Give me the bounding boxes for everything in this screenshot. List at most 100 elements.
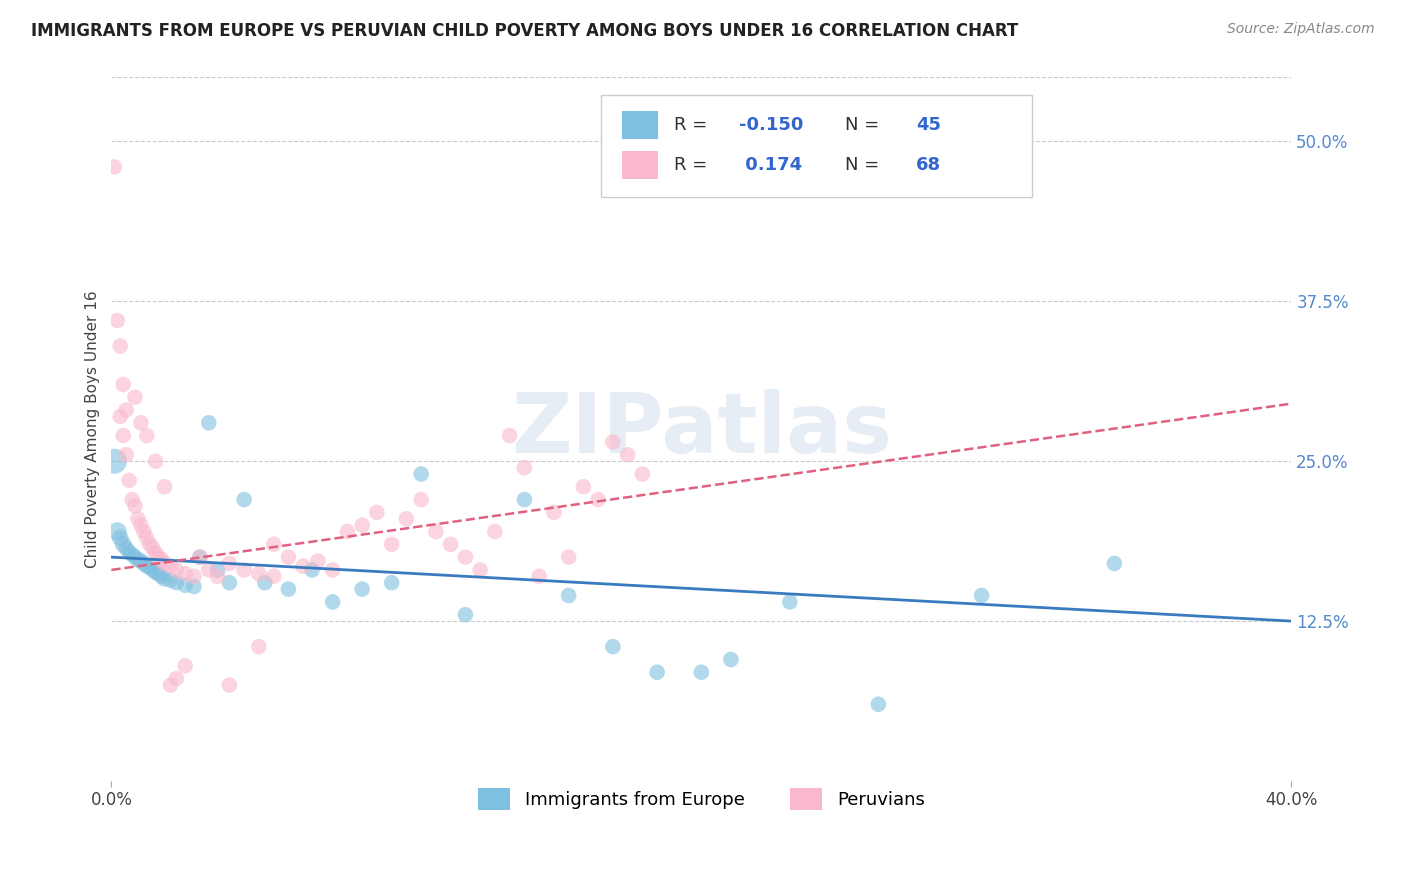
Text: N =: N = xyxy=(845,116,886,134)
Text: Source: ZipAtlas.com: Source: ZipAtlas.com xyxy=(1227,22,1375,37)
Point xyxy=(183,580,205,594)
Point xyxy=(557,589,579,603)
Point xyxy=(115,403,138,417)
Point xyxy=(112,377,135,392)
Point xyxy=(159,678,181,692)
Point xyxy=(135,531,157,545)
Point xyxy=(135,559,157,574)
Point xyxy=(498,428,520,442)
Point xyxy=(124,390,146,404)
Point xyxy=(513,492,536,507)
Point xyxy=(148,566,170,581)
Point xyxy=(165,563,187,577)
Point xyxy=(127,552,149,566)
Text: IMMIGRANTS FROM EUROPE VS PERUVIAN CHILD POVERTY AMONG BOYS UNDER 16 CORRELATION: IMMIGRANTS FROM EUROPE VS PERUVIAN CHILD… xyxy=(31,22,1018,40)
Point xyxy=(277,550,299,565)
Point xyxy=(454,550,477,565)
Point xyxy=(440,537,463,551)
Point xyxy=(616,448,638,462)
Point xyxy=(631,467,654,481)
Text: -0.150: -0.150 xyxy=(740,116,803,134)
Point xyxy=(970,589,993,603)
Point xyxy=(197,563,219,577)
Point xyxy=(153,557,176,571)
Point xyxy=(112,537,135,551)
Point xyxy=(352,518,374,533)
Point xyxy=(1104,557,1126,571)
Point xyxy=(132,557,155,571)
FancyBboxPatch shape xyxy=(623,111,658,138)
Point xyxy=(139,560,162,574)
Point xyxy=(139,537,162,551)
Point xyxy=(572,480,595,494)
Point xyxy=(352,582,374,596)
Point xyxy=(159,573,181,587)
Point xyxy=(183,569,205,583)
Point xyxy=(115,448,138,462)
Point xyxy=(292,559,315,574)
Point xyxy=(527,569,550,583)
Point xyxy=(150,569,173,583)
Point xyxy=(233,492,256,507)
Text: R =: R = xyxy=(675,116,713,134)
Point xyxy=(148,550,170,565)
Point xyxy=(174,658,197,673)
Point xyxy=(253,575,276,590)
Point xyxy=(247,566,270,581)
Point xyxy=(233,563,256,577)
Point xyxy=(127,512,149,526)
Point xyxy=(110,409,132,424)
Point xyxy=(468,563,491,577)
Point xyxy=(112,428,135,442)
Point xyxy=(218,575,240,590)
Point xyxy=(129,518,152,533)
Point xyxy=(207,563,229,577)
Point xyxy=(301,563,323,577)
Text: 45: 45 xyxy=(917,116,941,134)
Point xyxy=(263,569,285,583)
Point xyxy=(124,550,146,565)
Point xyxy=(868,698,890,712)
Point xyxy=(145,454,167,468)
Point xyxy=(142,563,165,577)
Point xyxy=(513,460,536,475)
Text: 0.174: 0.174 xyxy=(740,156,803,174)
Point xyxy=(132,524,155,539)
Point xyxy=(557,550,579,565)
Point xyxy=(188,550,211,565)
Point xyxy=(690,665,713,680)
Point xyxy=(197,416,219,430)
FancyBboxPatch shape xyxy=(623,152,658,179)
Point xyxy=(142,541,165,556)
Point xyxy=(645,665,668,680)
Point xyxy=(174,578,197,592)
Point xyxy=(411,467,433,481)
Point xyxy=(218,557,240,571)
Point xyxy=(277,582,299,596)
Point xyxy=(779,595,801,609)
Point xyxy=(411,492,433,507)
Point xyxy=(366,505,388,519)
Point xyxy=(129,554,152,568)
Point xyxy=(129,416,152,430)
Point xyxy=(263,537,285,551)
Text: 68: 68 xyxy=(917,156,941,174)
Point xyxy=(174,566,197,581)
Text: R =: R = xyxy=(675,156,713,174)
Point xyxy=(381,575,404,590)
Point xyxy=(188,550,211,565)
Point xyxy=(454,607,477,622)
Point xyxy=(322,563,344,577)
Point xyxy=(322,595,344,609)
Point xyxy=(543,505,565,519)
Point xyxy=(110,531,132,545)
Point xyxy=(165,575,187,590)
Point xyxy=(103,160,125,174)
Point xyxy=(150,552,173,566)
Y-axis label: Child Poverty Among Boys Under 16: Child Poverty Among Boys Under 16 xyxy=(86,291,100,568)
Point xyxy=(720,652,742,666)
Point xyxy=(218,678,240,692)
Point xyxy=(395,512,418,526)
Point xyxy=(121,548,143,562)
Point xyxy=(307,554,329,568)
